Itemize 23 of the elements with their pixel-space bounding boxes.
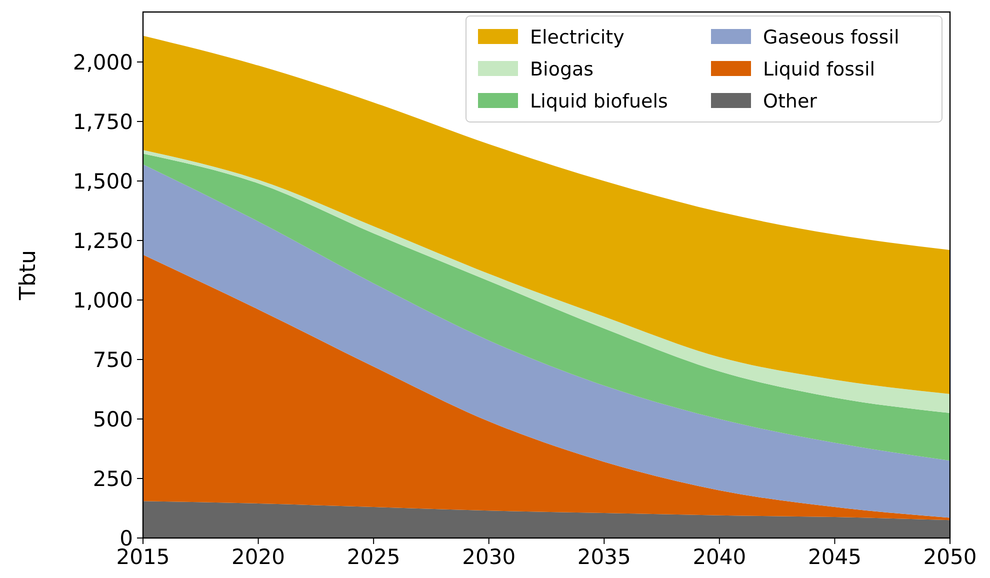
y-tick-label: 2,000	[72, 50, 133, 74]
y-tick-label: 500	[92, 407, 133, 432]
y-tick-label: 750	[92, 348, 133, 372]
y-tick-label: 1,000	[72, 288, 133, 312]
legend-label: Electricity	[530, 26, 624, 49]
y-tick-label: 1,250	[72, 228, 133, 253]
legend-label: Other	[763, 90, 818, 113]
x-tick-label: 2015	[116, 545, 170, 569]
legend-label: Liquid biofuels	[530, 90, 668, 113]
y-tick-label: 1,750	[72, 110, 133, 134]
y-tick-label: 250	[92, 466, 133, 491]
legend-label: Liquid fossil	[763, 58, 876, 81]
x-tick-label: 2020	[232, 545, 286, 569]
legend-label: Biogas	[530, 58, 594, 81]
x-tick-label: 2035	[577, 545, 631, 569]
x-tick-label: 2045	[808, 545, 862, 569]
legend-label: Gaseous fossil	[763, 26, 900, 49]
x-tick-label: 2050	[923, 545, 977, 569]
x-tick-label: 2025	[346, 545, 400, 569]
y-axis-title: Tbtu	[16, 250, 41, 301]
y-tick-label: 1,500	[72, 169, 133, 194]
x-tick-label: 2030	[462, 545, 516, 569]
x-tick-label: 2040	[692, 545, 746, 569]
